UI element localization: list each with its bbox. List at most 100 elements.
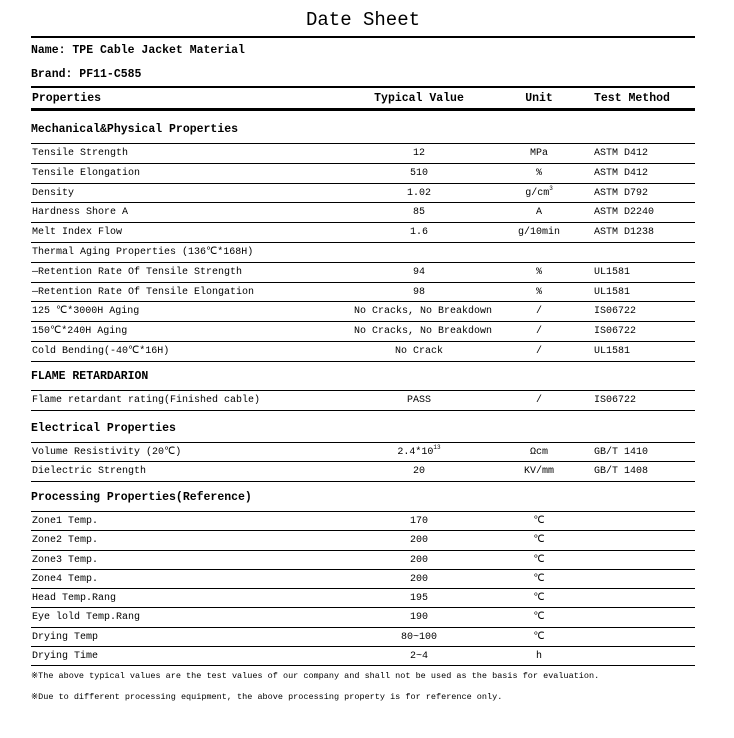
property-name-text: Hardness Shore A (32, 207, 129, 219)
unit-text: ℃ (533, 593, 545, 605)
typical-value-text: 170 (409, 516, 428, 528)
unit-text: ℃ (533, 554, 545, 566)
property-name: Head Temp.Rang (31, 589, 354, 607)
test-method-text: ASTM D412 (594, 148, 649, 159)
test-method (594, 512, 695, 530)
footnote: ※Due to different processing equipment, … (31, 692, 503, 703)
property-name-text: Tensile Elongation (32, 167, 141, 179)
test-method-text: GB/T 1410 (594, 446, 649, 458)
test-method: ASTM D412 (594, 144, 695, 163)
unit: g/cm3 (484, 184, 594, 203)
unit-text: A (535, 207, 542, 219)
unit: / (484, 342, 594, 361)
typical-value-text: 1.6 (409, 227, 428, 239)
property-name: 125 ℃*3000H Aging (31, 302, 354, 321)
table-row: Head Temp.Rang 195 ℃ (31, 589, 695, 609)
property-name: Cold Bending(-40℃*16H) (31, 342, 354, 361)
material-brand: Brand: PF11-C585 (31, 62, 695, 88)
test-method: UL1581 (594, 263, 695, 282)
typical-value-text: 1.02 (406, 187, 431, 199)
unit-text: MPa (529, 148, 548, 159)
table-row: Density 1.02 g/cm3 ASTM D792 (31, 184, 695, 204)
typical-value: 200 (354, 570, 484, 588)
unit-text: % (535, 266, 542, 278)
typical-value: No Crack (354, 342, 484, 361)
typical-value: 170 (354, 512, 484, 530)
property-name-text: Zone2 Temp. (32, 535, 99, 547)
test-method (594, 551, 695, 569)
property-name: Melt Index Flow (31, 223, 354, 242)
test-method (594, 608, 695, 626)
property-name: 150℃*240H Aging (31, 322, 354, 341)
typical-value: 1.02 (354, 184, 484, 203)
unit: / (484, 302, 594, 321)
typical-value-text: 200 (409, 573, 428, 585)
table-row: Zone3 Temp. 200 ℃ (31, 551, 695, 570)
unit-text: / (535, 345, 542, 357)
unit (484, 243, 594, 262)
table-row: Zone4 Temp. 200 ℃ (31, 570, 695, 590)
table-row: Tensile Elongation 510% ASTM D412 (31, 164, 695, 184)
typical-value: No Cracks, No Breakdown (354, 322, 492, 341)
unit-text: ℃ (533, 573, 545, 585)
test-method-text: ASTM D2240 (594, 207, 655, 219)
property-name: Zone2 Temp. (31, 531, 354, 549)
section-title: Mechanical&Physical Properties (31, 111, 695, 144)
unit-text: / (535, 326, 542, 338)
table-row: Tensile Strength 12 MPa ASTM D412 (31, 144, 695, 164)
typical-value: 80~100 (354, 628, 484, 646)
property-name: Hardness Shore A (31, 203, 354, 222)
property-name: —Retention Rate Of Tensile Strength (31, 263, 354, 282)
property-name: Zone1 Temp. (31, 512, 354, 530)
footnote: ※The above typical values are the test v… (31, 671, 600, 682)
property-name: Tensile Elongation (31, 164, 354, 183)
table-row: Melt Index Flow 1.6 g/10min ASTM D1238 (31, 223, 695, 243)
property-name: Drying Time (31, 647, 354, 665)
unit: A (484, 203, 594, 222)
unit-text: % (535, 167, 542, 179)
typical-value: 94 (354, 263, 484, 282)
unit-text: / (535, 306, 542, 318)
unit: Ωcm (484, 443, 594, 462)
table-row: —Retention Rate Of Tensile Elongation 98%… (31, 283, 695, 303)
typical-value: 20 (354, 462, 484, 481)
property-name-text: —Retention Rate Of Tensile Strength (32, 266, 243, 278)
test-method: ASTM D412 (594, 164, 695, 183)
typical-value: 2.4*1013 (354, 443, 484, 462)
section-title: FLAME RETARDARION (31, 362, 695, 391)
typical-value: 510 (354, 164, 484, 183)
table-row: Drying Time 2~4 h (31, 647, 695, 667)
typical-value (354, 243, 484, 262)
unit-text: ℃ (533, 516, 545, 528)
typical-value-text: 510 (409, 167, 428, 179)
unit: g/10min (484, 223, 594, 242)
table-row: Volume Resistivity (20℃) 2.4*1013 Ωcm GB/T… (31, 443, 695, 463)
property-name: Thermal Aging Properties (136℃*168H) (31, 243, 354, 262)
property-name-text: Dielectric Strength (32, 466, 147, 478)
table-row: Cold Bending(-40℃*16H) No Crack / UL1581 (31, 342, 695, 362)
typical-value: 200 (354, 531, 484, 549)
unit-text: h (535, 650, 542, 662)
property-name-text: Thermal Aging Properties (136℃*168H) (32, 246, 254, 258)
typical-value-text: 200 (409, 535, 428, 547)
property-name: Dielectric Strength (31, 462, 354, 481)
test-method-text: ASTM D792 (594, 187, 649, 199)
property-name: Eye lold Temp.Rang (31, 608, 354, 626)
test-method-text: ASTM D1238 (594, 227, 655, 239)
typical-value-text: 12 (412, 148, 425, 159)
test-method-text: IS06722 (594, 326, 637, 338)
unit: % (484, 283, 594, 302)
unit: h (484, 647, 594, 665)
unit-text: ℃ (533, 535, 545, 547)
typical-value: 200 (354, 551, 484, 569)
typical-value: 195 (354, 589, 484, 607)
test-method: GB/T 1410 (594, 443, 695, 462)
typical-value-text: 20 (412, 466, 425, 478)
test-method-text: ASTM D412 (594, 167, 649, 179)
property-name: Density (31, 184, 354, 203)
test-method: UL1581 (594, 342, 695, 361)
unit: / (484, 322, 594, 341)
typical-value-text: No Cracks, No Breakdown (354, 306, 493, 318)
table-row: Hardness Shore A 85 A ASTM D2240 (31, 203, 695, 224)
property-name-text: Zone3 Temp. (32, 554, 99, 566)
